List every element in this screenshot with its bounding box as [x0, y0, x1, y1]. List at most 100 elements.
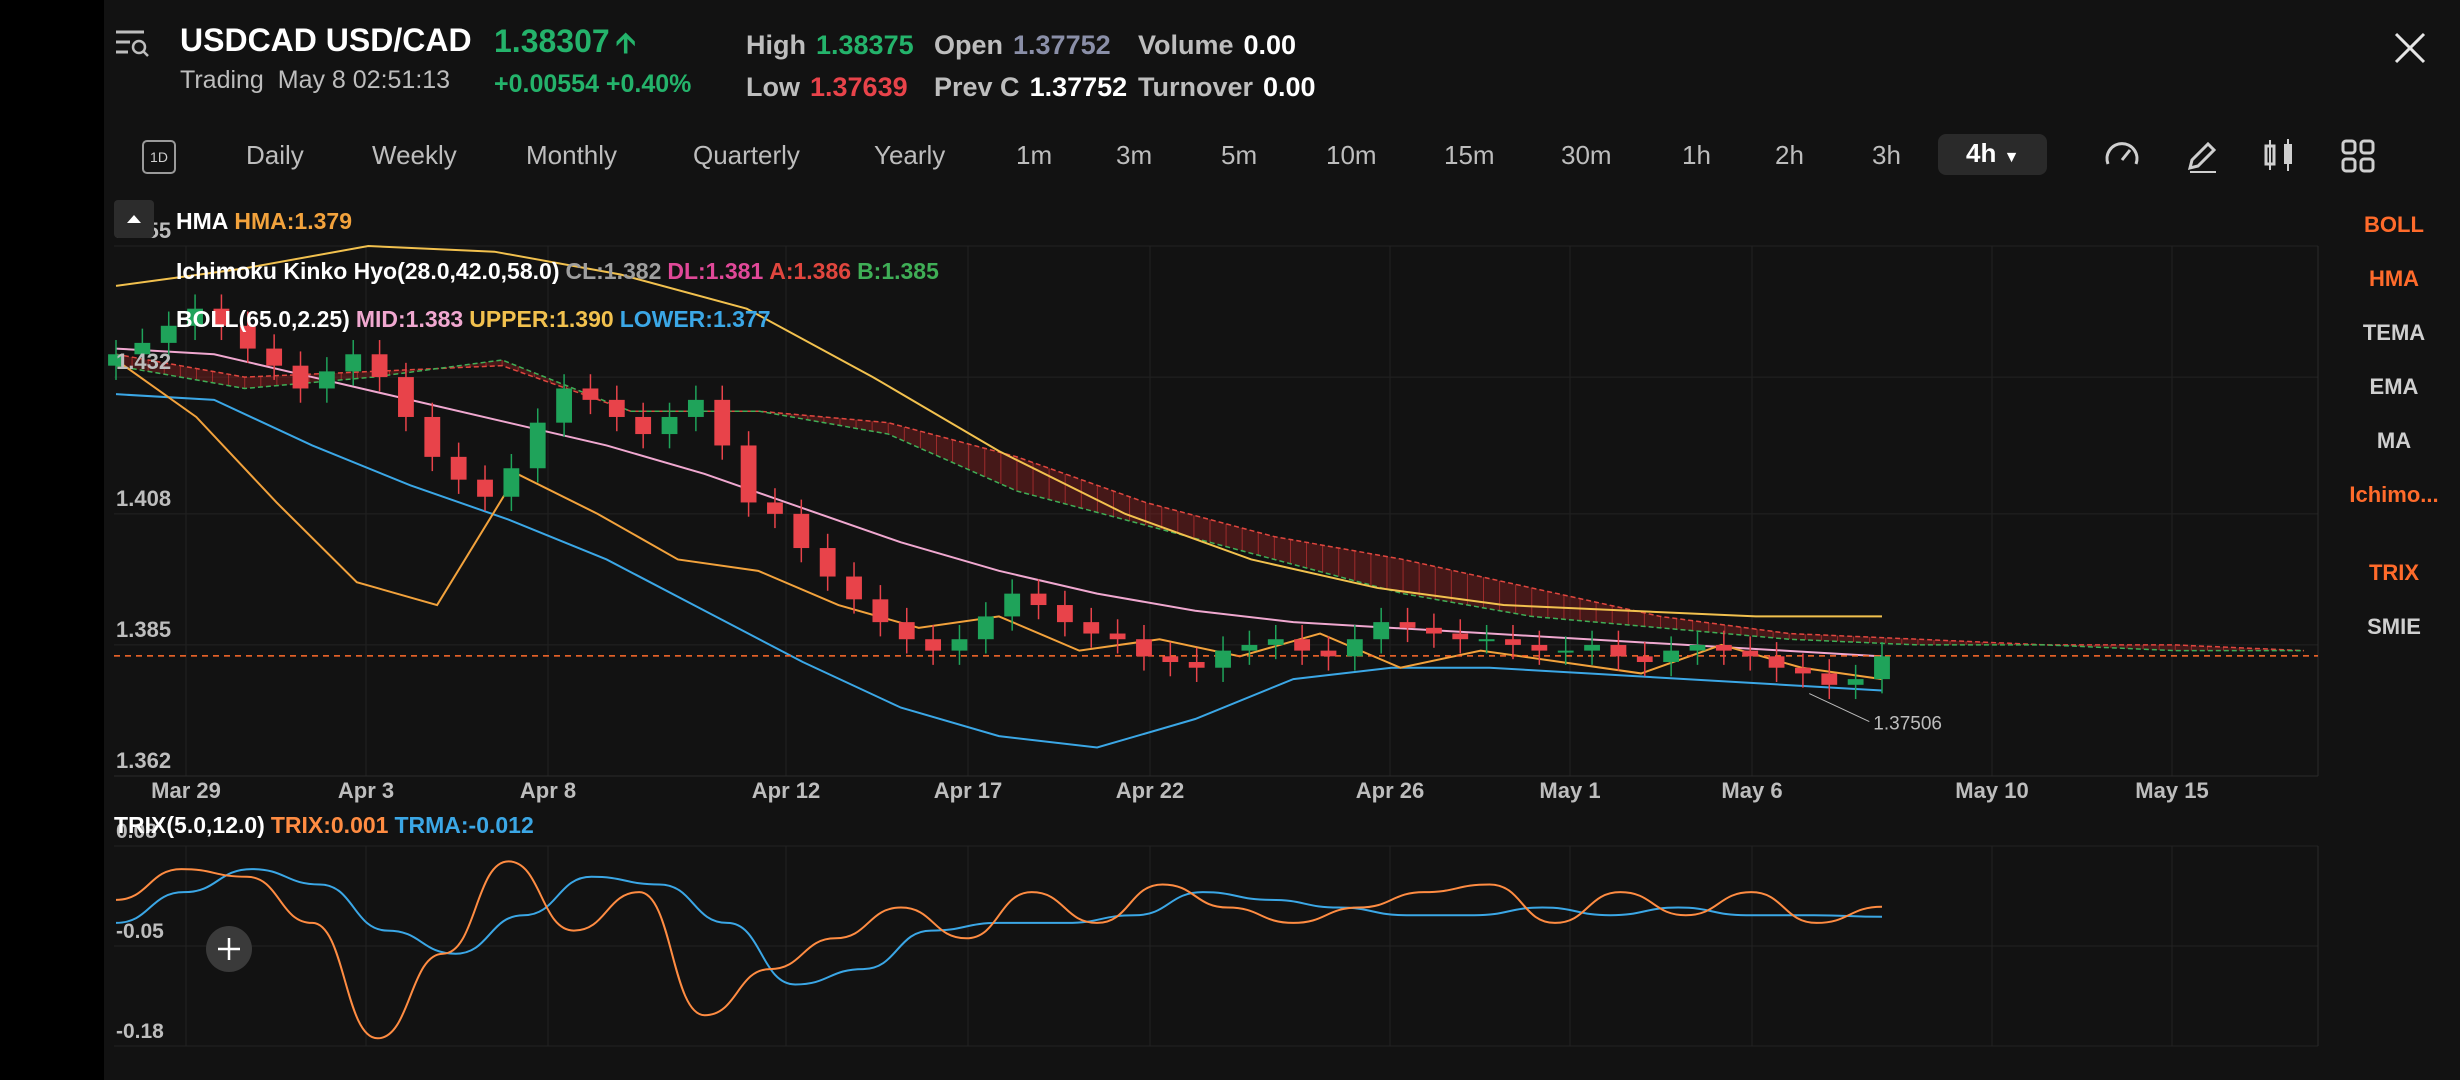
trix-label: TRIX(5.0,12.0) [114, 812, 265, 838]
candle-body [1346, 639, 1363, 657]
ichimoku-a: A:1.386 [769, 258, 852, 284]
period-2h[interactable]: 2h [1775, 140, 1804, 170]
candle-body [266, 348, 283, 366]
candle-body [1452, 633, 1469, 640]
hma-value: HMA:1.379 [234, 208, 352, 234]
candle-body [582, 388, 599, 400]
add-indicator-button[interactable] [206, 926, 252, 972]
candle-body [846, 576, 862, 600]
stat-prev-close: Prev C 1.37752 [934, 72, 1127, 103]
plus-icon [218, 938, 240, 960]
candle-body [556, 388, 572, 423]
side-smie[interactable]: SMIE [2367, 614, 2421, 639]
candle-body [1742, 650, 1759, 657]
stat-high: High 1.38375 [746, 30, 914, 61]
cloud-fill [116, 354, 2304, 651]
candle-body [1162, 656, 1179, 663]
y-tick-label: 1.432 [116, 349, 171, 374]
candle-body [1083, 622, 1100, 634]
candle-body [1241, 644, 1258, 651]
caret-up-icon [127, 215, 141, 223]
x-tick-label: Apr 17 [934, 778, 1002, 803]
side-trix[interactable]: TRIX [2368, 560, 2420, 585]
candle-body [661, 416, 678, 435]
side-ichimoku[interactable]: Ichimo... [2349, 482, 2439, 507]
y-tick-label: 1.408 [116, 486, 171, 511]
boll-label: BOLL(65.0,2.25) [176, 306, 350, 332]
collapse-indicators-button[interactable] [114, 200, 154, 238]
side-ema[interactable]: EMA [2369, 374, 2419, 399]
period-4h-dropdown[interactable]: 4h ▼ [1938, 134, 2048, 175]
candles [108, 294, 1890, 700]
y-tick-label: 1.385 [116, 617, 171, 642]
last-price-value: 1.38307 [494, 23, 610, 59]
menu-search-icon[interactable] [114, 28, 150, 58]
period-30m[interactable]: 30m [1561, 140, 1612, 170]
stat-value: 1.38375 [816, 30, 914, 60]
candle-body [424, 416, 441, 457]
side-hma[interactable]: HMA [2368, 266, 2420, 291]
side-ma[interactable]: MA [2376, 428, 2412, 453]
x-tick-label: May 10 [1955, 778, 2028, 803]
period-15m[interactable]: 15m [1444, 140, 1495, 170]
hma-legend: HMA HMA:1.379 [176, 208, 358, 235]
period-1d-button[interactable]: 1D [142, 140, 176, 174]
candle-body [1847, 679, 1864, 685]
x-tick-label: Apr 22 [1116, 778, 1184, 803]
candle-body [1320, 650, 1337, 657]
candle-body [1584, 644, 1600, 651]
trma-value: TRMA:-0.012 [394, 812, 534, 838]
period-daily[interactable]: Daily [246, 140, 304, 170]
period-10m[interactable]: 10m [1326, 140, 1377, 170]
period-1m[interactable]: 1m [1016, 140, 1053, 170]
candle-body [767, 502, 783, 514]
candle-body [318, 371, 335, 389]
candle-body [608, 399, 625, 417]
trix-y-tick: -0.05 [116, 920, 164, 943]
arrow-up-icon: 🡩 [615, 27, 636, 58]
candle-body [1294, 639, 1311, 651]
period-yearly[interactable]: Yearly [874, 140, 946, 170]
candle-body [1821, 673, 1838, 685]
period-3h[interactable]: 3h [1872, 140, 1901, 170]
hma-line [115, 359, 1883, 681]
candlestick-icon[interactable] [2259, 136, 2299, 176]
trix-legend: TRIX(5.0,12.0) TRIX:0.001 TRMA:-0.012 [114, 812, 540, 839]
candle-body [1874, 656, 1890, 680]
span-b-line [115, 359, 2304, 652]
side-boll[interactable]: BOLL [2364, 212, 2424, 237]
period-monthly[interactable]: Monthly [526, 140, 618, 170]
period-3m[interactable]: 3m [1116, 140, 1153, 170]
period-1h[interactable]: 1h [1682, 140, 1711, 170]
side-tema[interactable]: TEMA [2362, 320, 2426, 345]
ichimoku-b: B:1.385 [857, 258, 939, 284]
candle-body [872, 599, 889, 623]
candle-body [687, 399, 704, 417]
candle-body [503, 468, 520, 497]
close-icon[interactable] [2390, 28, 2430, 68]
trix-line [115, 860, 1883, 1040]
stat-value: 1.37752 [1029, 72, 1128, 102]
speedometer-icon[interactable] [2102, 136, 2142, 176]
stat-turnover: Turnover 0.00 [1138, 72, 1316, 103]
x-tick-label: Apr 26 [1356, 778, 1424, 803]
stat-value: 0.00 [1243, 30, 1297, 60]
x-tick-label: May 1 [1539, 778, 1600, 803]
candle-body [1215, 650, 1231, 668]
boll-mid: MID:1.383 [355, 306, 464, 332]
boll-lower-line [115, 393, 1883, 749]
grid-icon[interactable] [2338, 136, 2378, 176]
candle-body [1109, 633, 1126, 640]
period-quarterly[interactable]: Quarterly [693, 140, 800, 170]
ichimoku-label: Ichimoku Kinko Hyo(28.0,42.0,58.0) [176, 258, 560, 284]
pencil-icon[interactable] [2182, 136, 2222, 176]
y-tick-label: 1.362 [116, 748, 171, 773]
period-bar: 1D Daily Weekly Monthly Quarterly Yearly… [104, 130, 2460, 186]
candle-body [1399, 622, 1416, 628]
stat-label: Volume [1138, 30, 1234, 60]
trading-status: Trading May 8 02:51:13 [180, 66, 450, 95]
period-weekly[interactable]: Weekly [372, 140, 457, 170]
stat-label: High [746, 30, 806, 60]
period-5m[interactable]: 5m [1221, 140, 1258, 170]
candle-body [160, 325, 177, 343]
